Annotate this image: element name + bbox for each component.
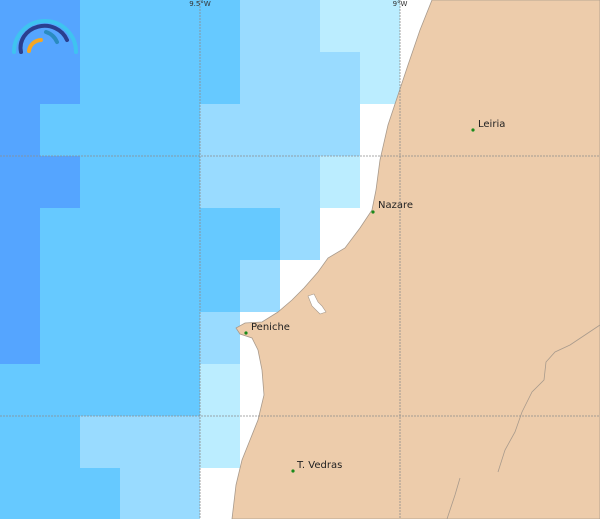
city-t-vedras[interactable]: T. Vedras — [291, 460, 342, 473]
city-dot — [291, 469, 295, 473]
intensity-cell-level-1 — [0, 156, 80, 208]
intensity-cell-level-3 — [120, 468, 200, 519]
intensity-cell-level-4 — [320, 156, 360, 208]
city-label: Peniche — [251, 322, 290, 333]
city-peniche[interactable]: Peniche — [244, 322, 290, 335]
intensity-cell-level-4 — [200, 364, 240, 416]
intensity-cell-level-3 — [200, 156, 320, 208]
intensity-cell-level-1 — [0, 104, 40, 156]
lagoon — [307, 293, 327, 315]
city-dot — [244, 331, 248, 335]
intensity-cell-level-1 — [0, 208, 40, 364]
river — [497, 324, 600, 473]
intensity-cell-level-3 — [200, 104, 360, 156]
lon-label: 9°W — [393, 0, 408, 8]
intensity-cell-level-3 — [240, 52, 360, 104]
city-nazare[interactable]: Nazare — [371, 200, 413, 214]
intensity-cell-level-2 — [80, 156, 200, 208]
city-label: Leiria — [478, 119, 505, 130]
intensity-cell-level-4 — [320, 0, 400, 52]
city-leiria[interactable]: Leiria — [471, 119, 505, 132]
intensity-cell-level-3 — [240, 260, 280, 312]
intensity-cell-level-3 — [80, 416, 200, 468]
intensity-cells — [0, 0, 400, 519]
land — [231, 0, 600, 519]
intensity-cell-level-2 — [40, 104, 200, 156]
rainbow-waves-logo-icon — [12, 19, 78, 54]
city-label: Nazare — [378, 200, 413, 211]
city-label: T. Vedras — [296, 460, 342, 471]
intensity-cell-level-2 — [0, 364, 200, 416]
intensity-cell-level-2 — [80, 0, 240, 104]
lon-label: 9.5°W — [189, 0, 211, 8]
intensity-cell-level-2 — [40, 208, 200, 364]
intensity-cell-level-4 — [200, 416, 240, 468]
intensity-cell-level-2 — [200, 208, 280, 260]
city-dot — [471, 128, 475, 132]
river — [446, 477, 461, 519]
intensity-cell-level-3 — [280, 208, 320, 260]
intensity-cell-level-2 — [200, 260, 240, 312]
intensity-cell-level-2 — [0, 468, 120, 519]
intensity-cell-level-3 — [240, 0, 320, 52]
intensity-cell-level-4 — [360, 52, 400, 104]
intensity-cell-level-3 — [200, 312, 240, 364]
intensity-cell-level-2 — [0, 416, 80, 468]
city-dot — [371, 210, 375, 214]
